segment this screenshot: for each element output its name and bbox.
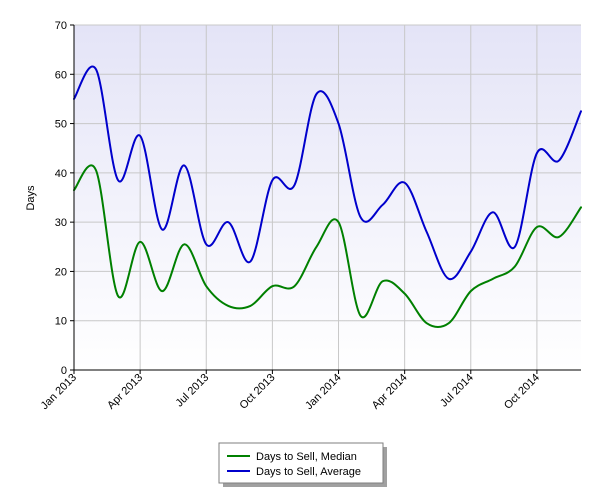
grid <box>74 24 581 370</box>
x-tick-label: Oct 2013 <box>237 372 277 412</box>
x-tick-label: Jan 2013 <box>39 372 79 412</box>
plot-area <box>74 25 581 370</box>
y-tick-label: 70 <box>55 20 67 32</box>
x-tick-label: Oct 2014 <box>502 372 542 412</box>
legend-box <box>218 442 384 484</box>
x-tick-label: Apr 2014 <box>370 372 410 412</box>
y-tick-label: 50 <box>55 119 67 131</box>
legend-label-median: Days to Sell, Median <box>256 451 357 463</box>
y-tick-label: 10 <box>55 316 67 328</box>
y-tick-label: 60 <box>55 69 67 81</box>
x-tick-label: Jan 2014 <box>303 372 343 412</box>
x-axis-ticks: Jan 2013 Apr 2013 Jul 2013 Oct 2013 Jan 2014… <box>39 370 542 412</box>
series-line-average <box>73 65 582 281</box>
series-line-median <box>73 164 582 329</box>
legend-label-average: Days to Sell, Average <box>256 466 361 478</box>
y-tick-label: 0 <box>61 365 67 377</box>
y-tick-label: 40 <box>55 168 67 180</box>
series-lines <box>73 65 582 329</box>
x-tick-label: Jul 2013 <box>173 372 211 410</box>
x-tick-label: Jul 2014 <box>438 372 476 410</box>
y-axis-ticks: 0 10 20 30 40 50 60 70 <box>55 20 74 377</box>
legend: Days to Sell, Median Days to Sell, Avera… <box>218 442 387 487</box>
y-axis-title: Days <box>25 185 37 211</box>
y-tick-label: 30 <box>55 217 67 229</box>
y-tick-label: 20 <box>55 266 67 278</box>
x-tick-label: Apr 2013 <box>105 372 145 412</box>
